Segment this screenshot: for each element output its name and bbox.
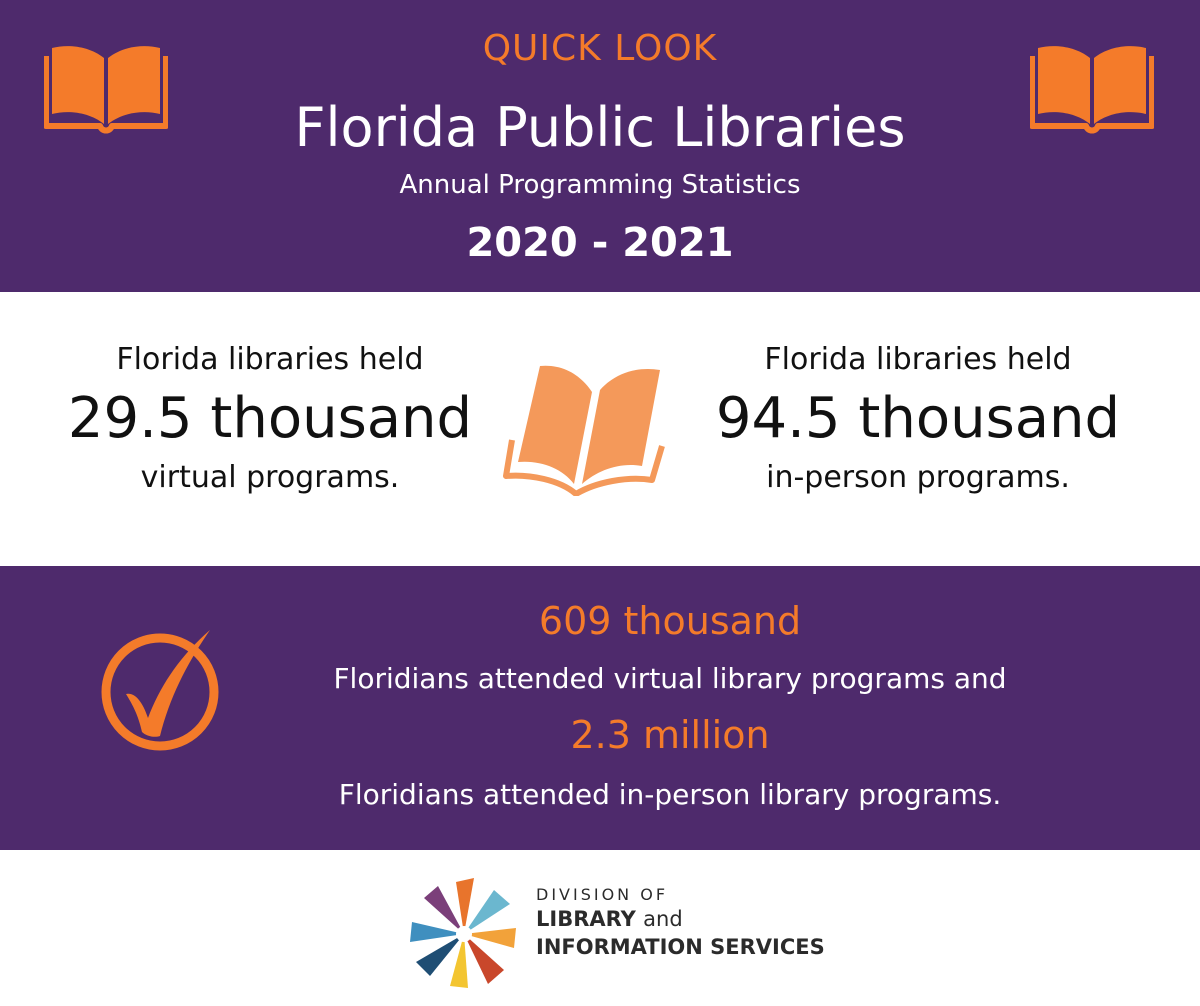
inperson-attendance-text: Floridians attended in-person library pr…	[338, 778, 1002, 811]
stat-tail: virtual programs.	[140, 460, 400, 495]
page-subtitle: Annual Programming Statistics	[399, 170, 801, 200]
stat-lead: Florida libraries held	[116, 342, 424, 377]
virtual-attendance-text: Floridians attended virtual library prog…	[333, 662, 1007, 695]
page-title: Florida Public Libraries	[294, 96, 906, 159]
stat-lead: Florida libraries held	[764, 342, 1072, 377]
inperson-attendance-value: 2.3 million	[570, 713, 770, 757]
division-logo	[410, 878, 516, 988]
open-book-icon	[44, 46, 168, 134]
stat-value: 94.5 thousand	[715, 386, 1121, 451]
attendance-band	[0, 566, 1200, 850]
stat-tail: in-person programs.	[766, 460, 1070, 495]
checkmark-circle-icon	[101, 630, 219, 751]
virtual-attendance-value: 609 thousand	[538, 599, 802, 643]
year-range: 2020 - 2021	[466, 220, 734, 266]
header-band	[0, 0, 1200, 292]
division-wordmark: DIVISION OF LIBRARY and INFORMATION SERV…	[536, 885, 825, 959]
open-book-icon	[1030, 46, 1154, 134]
open-book-icon	[503, 365, 665, 496]
virtual-programs-stat: Florida libraries held 29.5 thousand vir…	[40, 340, 500, 498]
eyebrow-label: QUICK LOOK	[482, 28, 718, 69]
inperson-programs-stat: Florida libraries held 94.5 thousand in-…	[688, 340, 1148, 498]
stat-value: 29.5 thousand	[67, 386, 473, 451]
